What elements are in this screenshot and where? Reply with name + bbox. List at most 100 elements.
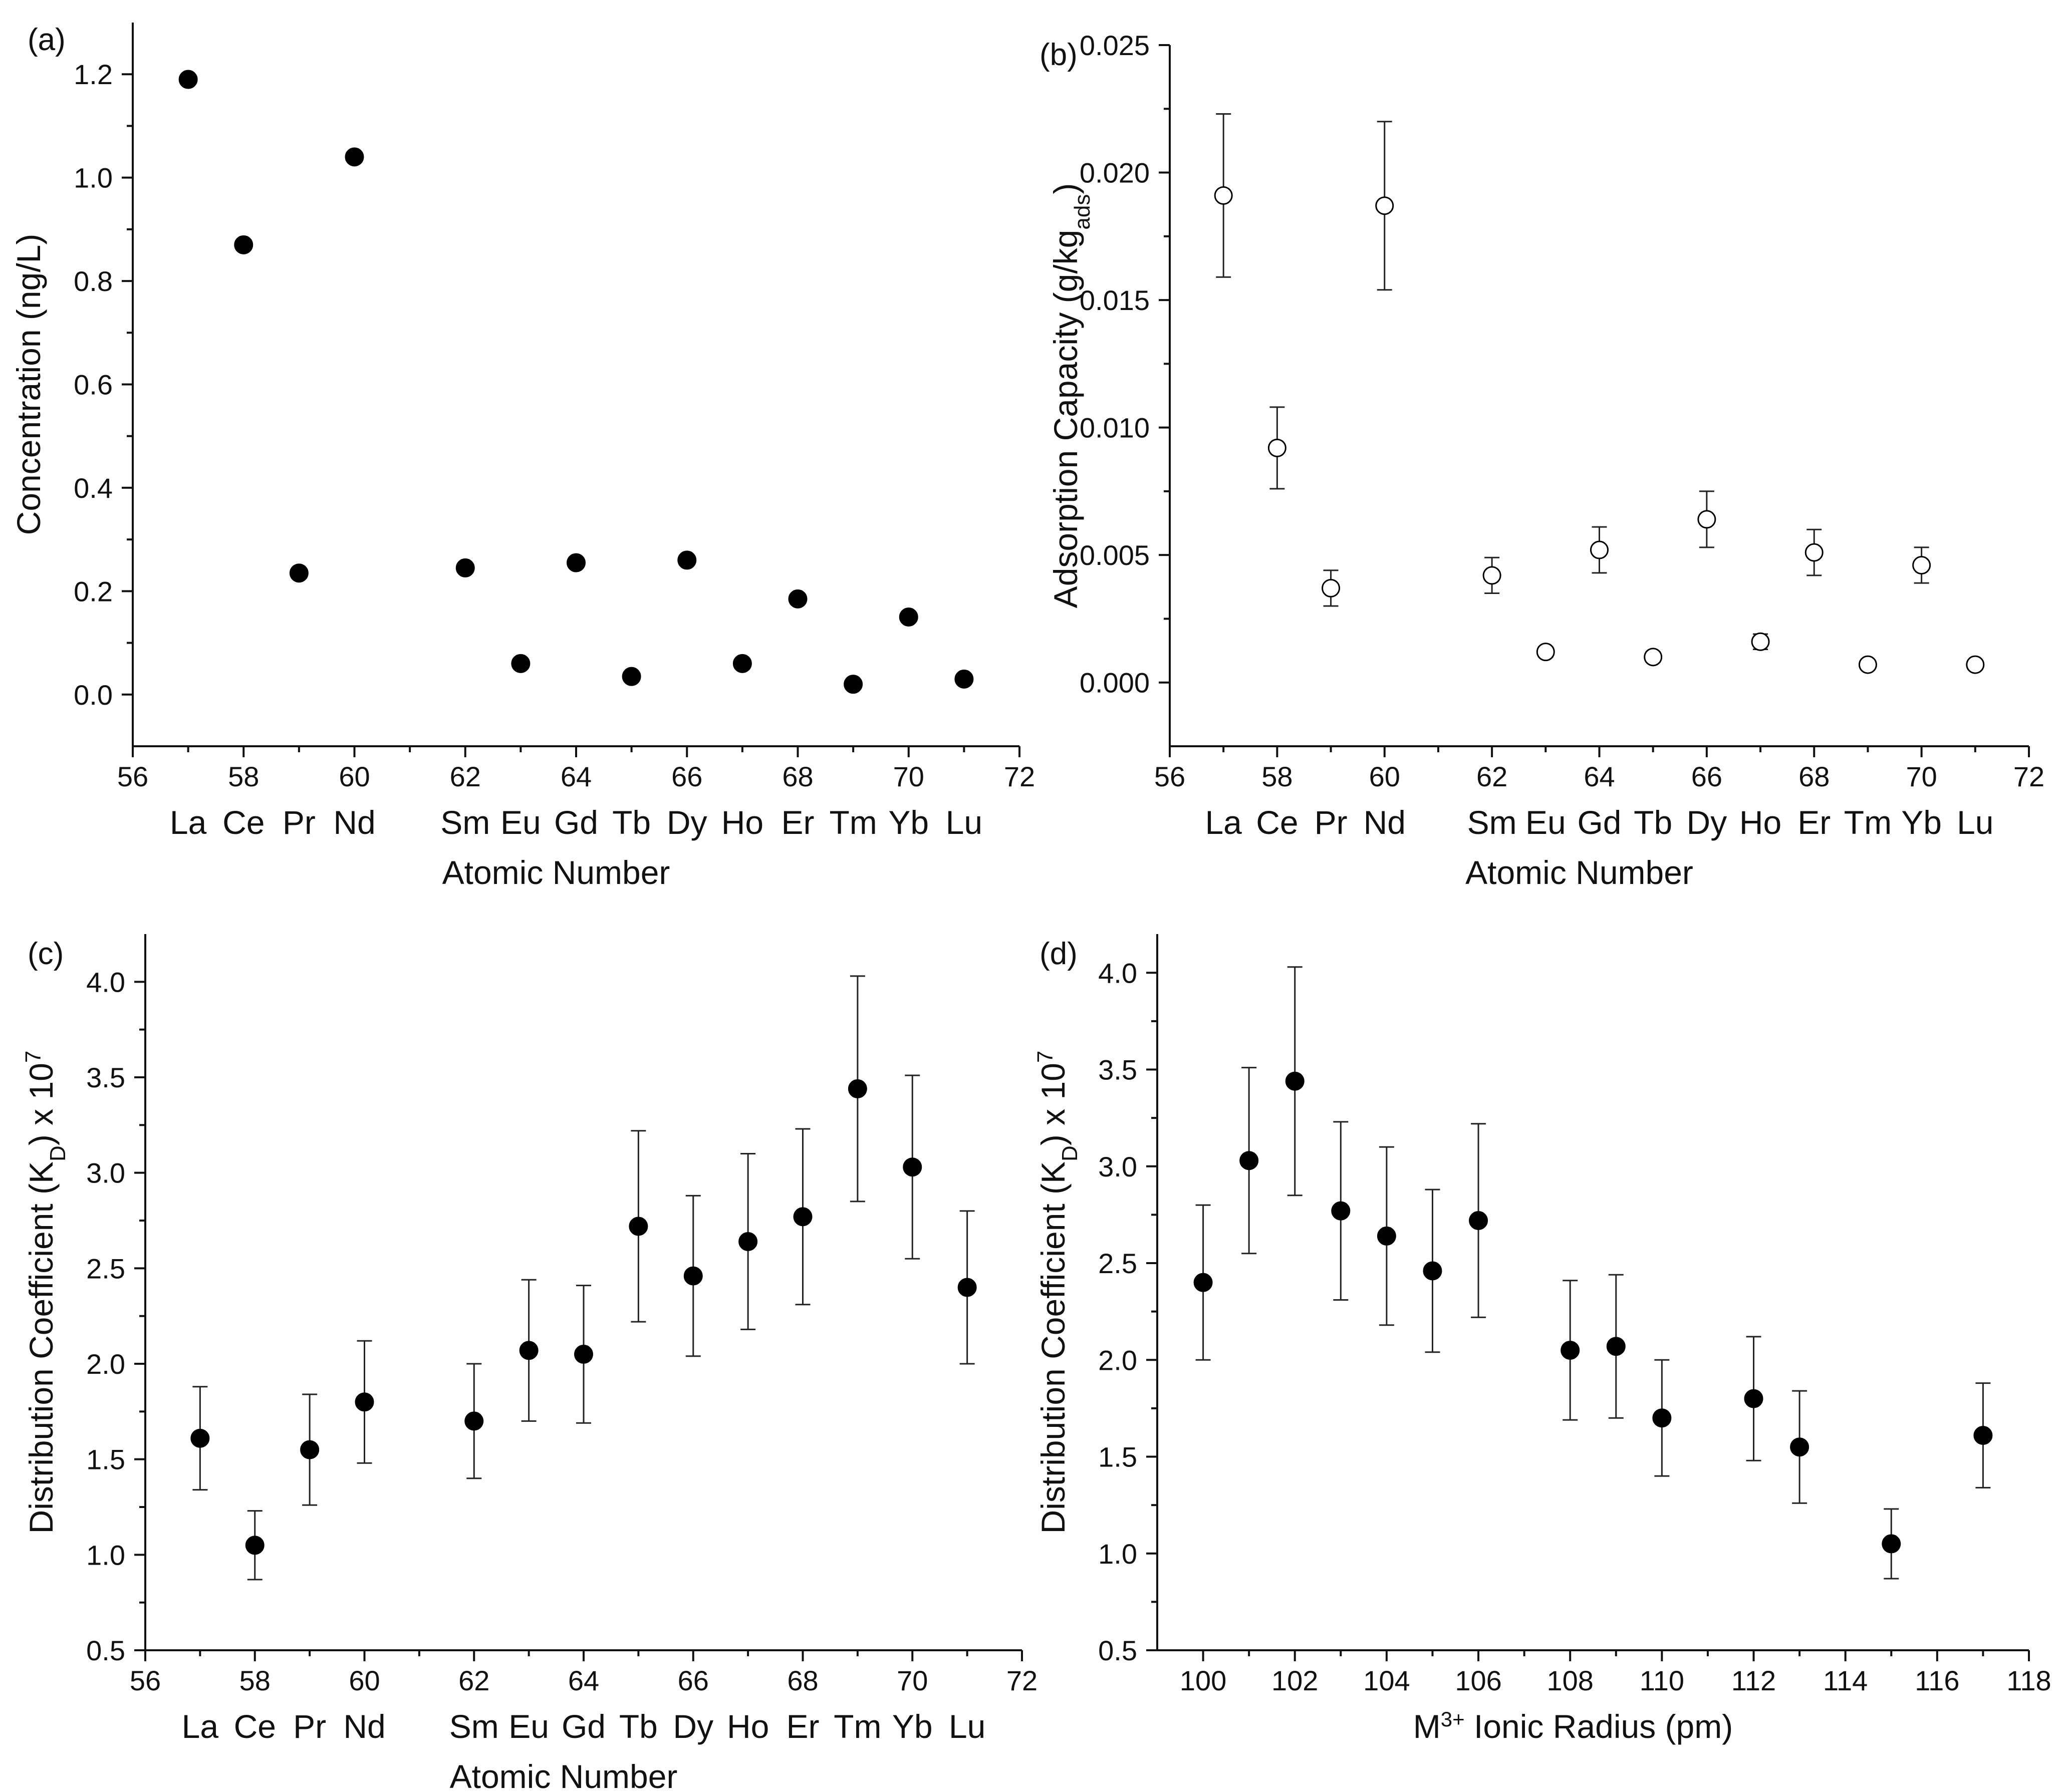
- y-tick-label: 1.2: [74, 59, 113, 90]
- element-label: Ho: [1739, 804, 1781, 841]
- element-label: Pr: [1315, 804, 1348, 841]
- element-label: Ho: [721, 804, 763, 841]
- element-label: Nd: [343, 1708, 385, 1745]
- x-tick-label: 68: [782, 761, 813, 792]
- element-label: Sm: [1467, 804, 1517, 841]
- data-point: [1331, 1201, 1351, 1221]
- data-point: [954, 669, 974, 689]
- y-axis-label-part: Adsorption Capacity (g/kg: [1047, 230, 1084, 609]
- data-point: [300, 1440, 320, 1459]
- element-label: Yb: [888, 804, 929, 841]
- y-tick-label: 3.0: [1098, 1151, 1137, 1182]
- element-label: Ce: [1256, 804, 1298, 841]
- x-tick-label: 110: [1640, 1665, 1684, 1696]
- x-axis-label: Atomic Number: [450, 1758, 678, 1792]
- data-point: [1536, 643, 1555, 662]
- element-label: La: [1205, 804, 1242, 841]
- x-tick-label: 112: [1731, 1665, 1776, 1696]
- x-axis-label-part: 3+: [1441, 1707, 1465, 1731]
- data-point: [1267, 438, 1286, 457]
- x-tick-label: 64: [1584, 761, 1615, 792]
- y-axis-label-part: 7: [21, 1051, 46, 1063]
- x-tick-label: 70: [893, 761, 924, 792]
- y-tick-label: 2.0: [86, 1348, 125, 1380]
- data-point: [1375, 196, 1394, 215]
- element-label: Lu: [1957, 804, 1993, 841]
- panel-label-d: (d): [1040, 937, 1078, 971]
- data-point: [190, 1428, 210, 1448]
- y-tick-label: 0.2: [74, 575, 113, 607]
- y-tick-label: 0.6: [74, 369, 113, 401]
- y-tick-label: 0.025: [1080, 30, 1150, 61]
- element-label: Gd: [1577, 804, 1621, 841]
- y-axis-label-part: ) x 10: [23, 1063, 60, 1145]
- y-tick-label: 3.5: [86, 1062, 125, 1093]
- x-tick-label: 58: [228, 761, 259, 792]
- x-tick-label: 72: [1004, 761, 1035, 792]
- y-tick-label: 2.5: [86, 1253, 125, 1284]
- data-point: [1744, 1389, 1763, 1408]
- x-tick-label: 68: [1798, 761, 1830, 792]
- element-label: Lu: [946, 804, 982, 841]
- data-point: [1193, 1273, 1213, 1292]
- x-tick-label: 100: [1180, 1665, 1226, 1696]
- y-tick-label: 2.0: [1098, 1344, 1137, 1376]
- data-point: [903, 1157, 922, 1177]
- element-label: La: [170, 804, 207, 841]
- y-tick-label: 0.000: [1080, 667, 1150, 699]
- element-label: Tm: [829, 804, 877, 841]
- x-tick-label: 62: [1476, 761, 1507, 792]
- element-label: Gd: [554, 804, 598, 841]
- panel-c: (c) 0.5 1.0 1.5 2.0 2.5 3.0 3.5 4.0 56 58 60 62 64 66 6…: [21, 934, 1038, 1792]
- data-point: [957, 1278, 977, 1297]
- element-label: Er: [787, 1708, 820, 1745]
- data-point: [567, 553, 586, 572]
- data-point: [1239, 1151, 1259, 1170]
- x-axis-label: M3+ Ionic Radius (pm): [1413, 1707, 1733, 1745]
- data-point: [519, 1341, 539, 1360]
- panel-b: (b) 0.000 0.005 0.010 0.015 0.020 0.025 56 58 60 6…: [1040, 30, 2044, 891]
- y-tick-label: 1.0: [1098, 1538, 1137, 1570]
- y-tick-label: 0.010: [1080, 412, 1150, 444]
- data-point: [1285, 1071, 1305, 1091]
- element-label: La: [182, 1708, 219, 1745]
- data-point: [1469, 1211, 1488, 1230]
- element-label: Er: [782, 804, 815, 841]
- data-point: [574, 1344, 593, 1364]
- x-tick-label: 60: [1369, 761, 1400, 792]
- x-tick-label: 66: [671, 761, 702, 792]
- panel-label-b: (b): [1040, 38, 1078, 72]
- x-tick-label: 64: [568, 1665, 599, 1696]
- element-label: Pr: [293, 1708, 326, 1745]
- x-tick-label: 70: [1906, 761, 1937, 792]
- element-label: Tm: [1844, 804, 1892, 841]
- x-tick-label: 72: [2013, 761, 2044, 792]
- data-point: [793, 1207, 813, 1227]
- element-label: Nd: [333, 804, 375, 841]
- x-tick-label: 104: [1363, 1665, 1410, 1696]
- x-tick-label: 116: [1915, 1665, 1959, 1696]
- element-label: Tm: [834, 1708, 881, 1745]
- y-axis-label-part: D: [46, 1145, 70, 1161]
- y-tick-label: 0.020: [1080, 157, 1150, 189]
- data-point: [455, 558, 475, 577]
- y-tick-label: 0.0: [74, 679, 113, 711]
- y-axis-label-part: D: [1058, 1145, 1082, 1161]
- data-point: [1751, 632, 1770, 651]
- data-point: [848, 1079, 867, 1098]
- x-tick-label: 56: [130, 1665, 161, 1696]
- x-axis-label-part: M: [1413, 1708, 1441, 1745]
- y-axis-label-part: Distribution Coefficient (K: [23, 1161, 60, 1534]
- data-point: [245, 1536, 265, 1555]
- element-label: Tb: [612, 804, 651, 841]
- x-tick-label: 114: [1823, 1665, 1868, 1696]
- x-tick-label: 70: [897, 1665, 928, 1696]
- data-point: [1482, 566, 1501, 585]
- data-point: [1644, 648, 1663, 667]
- data-point: [683, 1266, 703, 1286]
- element-label: Yb: [892, 1708, 933, 1745]
- y-axis-label-part: 7: [1033, 1051, 1058, 1063]
- x-tick-label: 66: [1691, 761, 1722, 792]
- data-point: [677, 550, 697, 570]
